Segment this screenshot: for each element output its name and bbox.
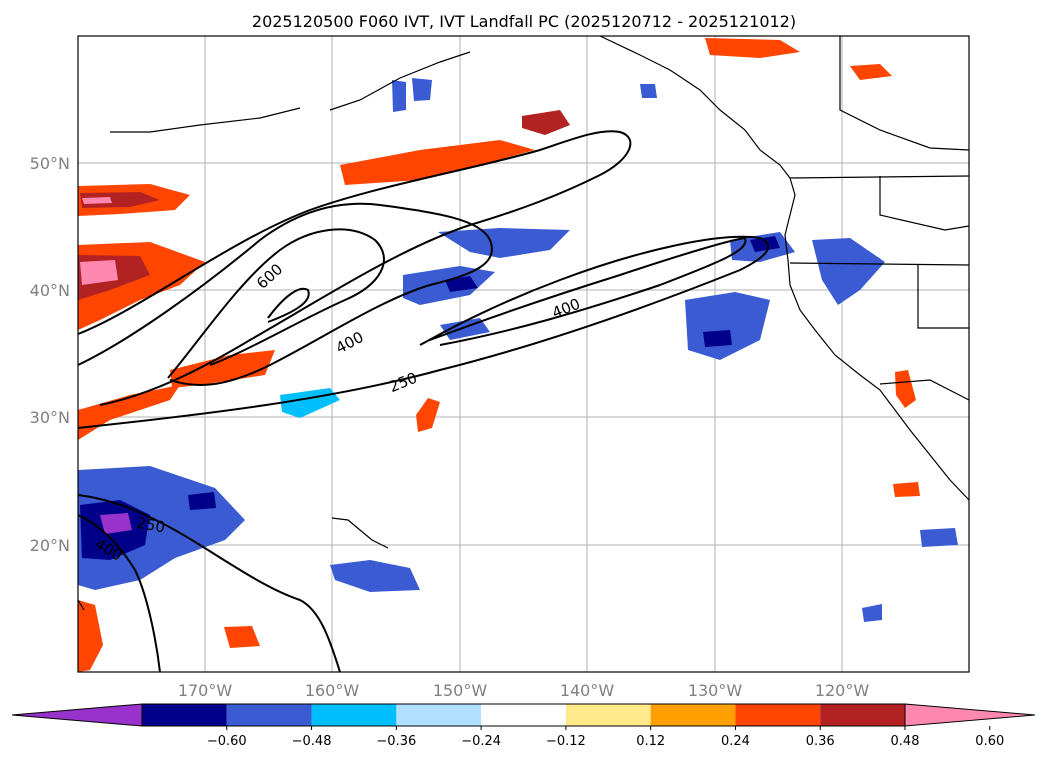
warm-blob-ne-top: [705, 38, 800, 58]
colorbar-outline: [141, 703, 906, 727]
ivt-contours: [77, 130, 770, 673]
coastlines: [77, 35, 970, 611]
lat-label-50n: 50°N: [30, 154, 70, 173]
colorbar-tick-label: −0.12: [546, 734, 586, 749]
us-mexico-border: [879, 379, 970, 401]
coast-sw-corner: [77, 599, 85, 611]
cool-core-36n-130w: [703, 330, 732, 347]
cool-core-40n: [445, 276, 478, 292]
colorbar-tick-label: −0.24: [461, 734, 501, 749]
warm-blob-south: [224, 626, 260, 648]
lat-label-40n: 40°N: [30, 281, 70, 300]
contour-400-south: [429, 236, 747, 346]
warm-blob-30n-150w: [416, 398, 440, 432]
cool-blob-se-a: [862, 604, 882, 622]
alaska-peninsula: [329, 51, 471, 111]
colorbar-tick-label: 0.48: [891, 734, 920, 749]
cool-blob-se-b: [920, 528, 958, 547]
colorbar-tick-label: 0.12: [636, 734, 665, 749]
colorbar-segment: [820, 704, 905, 726]
contour-400-north: [77, 202, 493, 386]
lon-label-150w: 150°W: [433, 681, 488, 700]
lat-labels: 50°N 40°N 30°N 20°N: [30, 154, 70, 555]
cool-blob-hawaii: [330, 560, 420, 592]
cool-core-sw-b: [188, 492, 216, 510]
negative-pc-shading: [78, 78, 958, 622]
cool-blob-north-a: [392, 80, 406, 112]
warm-blob-35n: [170, 350, 275, 388]
colorbar-tick-label: 0.36: [806, 734, 835, 749]
state-border-nv: [917, 265, 969, 329]
colorbar-segment: [735, 704, 821, 726]
warm-core-west-47n: [80, 192, 160, 208]
contour-250-sw: [77, 494, 341, 673]
lon-label-140w: 140°W: [560, 681, 615, 700]
colorbar: −0.60 −0.48 −0.36 −0.24 −0.12 0.12 0.24 0.36 0.4…: [11, 703, 1036, 749]
warm-peak-west-47n: [82, 197, 112, 204]
colorbar-tick-label: −0.60: [207, 734, 247, 749]
lon-label-160w: 160°W: [305, 681, 360, 700]
warm-band-30n: [78, 385, 180, 440]
lon-label-130w: 130°W: [688, 681, 743, 700]
cool-peak-sw: [100, 513, 132, 534]
cool-core-42n-coast: [750, 236, 780, 252]
colorbar-segment: [650, 704, 736, 726]
colorbar-tick-label: 0.24: [721, 734, 750, 749]
cool-blob-great-basin: [812, 238, 885, 305]
hawaiian-islands: [331, 517, 389, 549]
map-area: 600 400 250 400 250 400: [77, 35, 970, 673]
lat-label-30n: 30°N: [30, 408, 70, 427]
colorbar-segment: [142, 704, 227, 726]
warm-blob-ca-coast: [895, 370, 916, 408]
contour-600-inner: [267, 287, 310, 323]
lon-labels: 170°W 160°W 150°W 140°W 130°W 120°W: [178, 681, 870, 700]
colorbar-tick-label: 0.60: [975, 734, 1004, 749]
colorbar-segment: [396, 704, 482, 726]
state-border-or: [879, 176, 970, 231]
colorbar-segment: [565, 704, 651, 726]
lon-label-170w: 170°W: [178, 681, 233, 700]
aleutian-chain: [110, 107, 301, 133]
state-border-42n: [789, 262, 970, 266]
canada-province-border: [839, 36, 970, 151]
warm-blob-ne-b: [850, 64, 892, 80]
colorbar-tick-label: −0.48: [292, 734, 332, 749]
colorbar-tick-label: −0.36: [376, 734, 416, 749]
warm-peak-west-42n: [80, 260, 118, 285]
warm-band-north: [340, 140, 535, 185]
cool-blob-ak-coast: [640, 84, 657, 98]
cool-band-43n: [438, 228, 570, 258]
colorbar-segment: [311, 704, 397, 726]
lat-label-20n: 20°N: [30, 536, 70, 555]
colorbar-extend-max: [904, 703, 1036, 727]
cool-blob-north-b: [412, 78, 432, 101]
colorbar-segment: [481, 704, 566, 726]
contour-250-north: [77, 130, 632, 406]
contour-400-sw: [77, 514, 161, 673]
contour-250-south: [77, 235, 770, 429]
warm-blob-sw: [78, 600, 103, 672]
contour-600: [167, 228, 385, 379]
map-frame: [77, 35, 970, 673]
warm-blob-baja: [893, 482, 920, 497]
colorbar-extend-min: [11, 703, 143, 727]
warm-blob-north-b: [522, 110, 570, 135]
contour-label-250-b: 250: [135, 514, 166, 537]
map-title: 2025120500 F060 IVT, IVT Landfall PC (20…: [252, 12, 796, 31]
na-west-coast: [599, 35, 970, 501]
positive-pc-shading: [78, 38, 920, 672]
colorbar-segment: [226, 704, 312, 726]
map-background: [78, 36, 969, 672]
lon-label-120w: 120°W: [815, 681, 870, 700]
